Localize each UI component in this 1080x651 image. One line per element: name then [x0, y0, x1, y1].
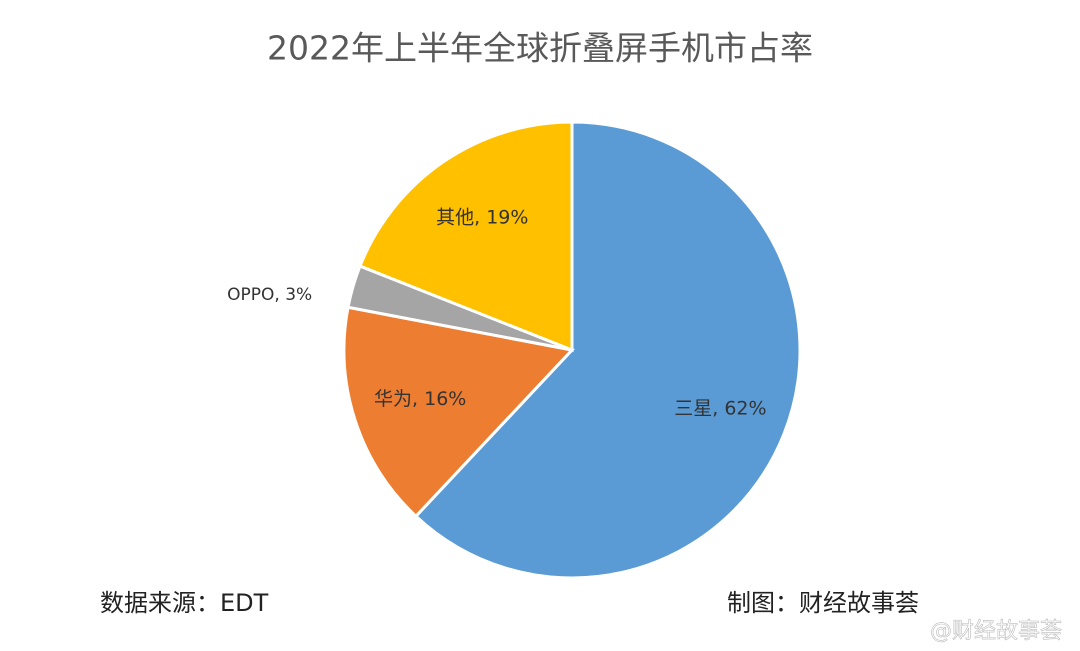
credit-note: 制图：财经故事荟 [727, 589, 919, 617]
data-label: 三星, 62% [674, 397, 766, 419]
data-label: OPPO, 3% [227, 285, 312, 305]
pie-slice [413, 120, 802, 580]
pie: 三星, 62% 华为, 16% OPPO, 3% 其他, 19% [227, 120, 802, 580]
data-label: 华为, 16% [374, 388, 466, 410]
pie-slice [342, 305, 575, 519]
source-note: 数据来源：EDT [100, 589, 269, 617]
watermark: @财经故事荟 [930, 619, 1062, 644]
data-label: 其他, 19% [436, 206, 528, 228]
pie-slice [358, 120, 574, 353]
chart-title: 2022年上半年全球折叠屏手机市占率 [267, 29, 813, 68]
